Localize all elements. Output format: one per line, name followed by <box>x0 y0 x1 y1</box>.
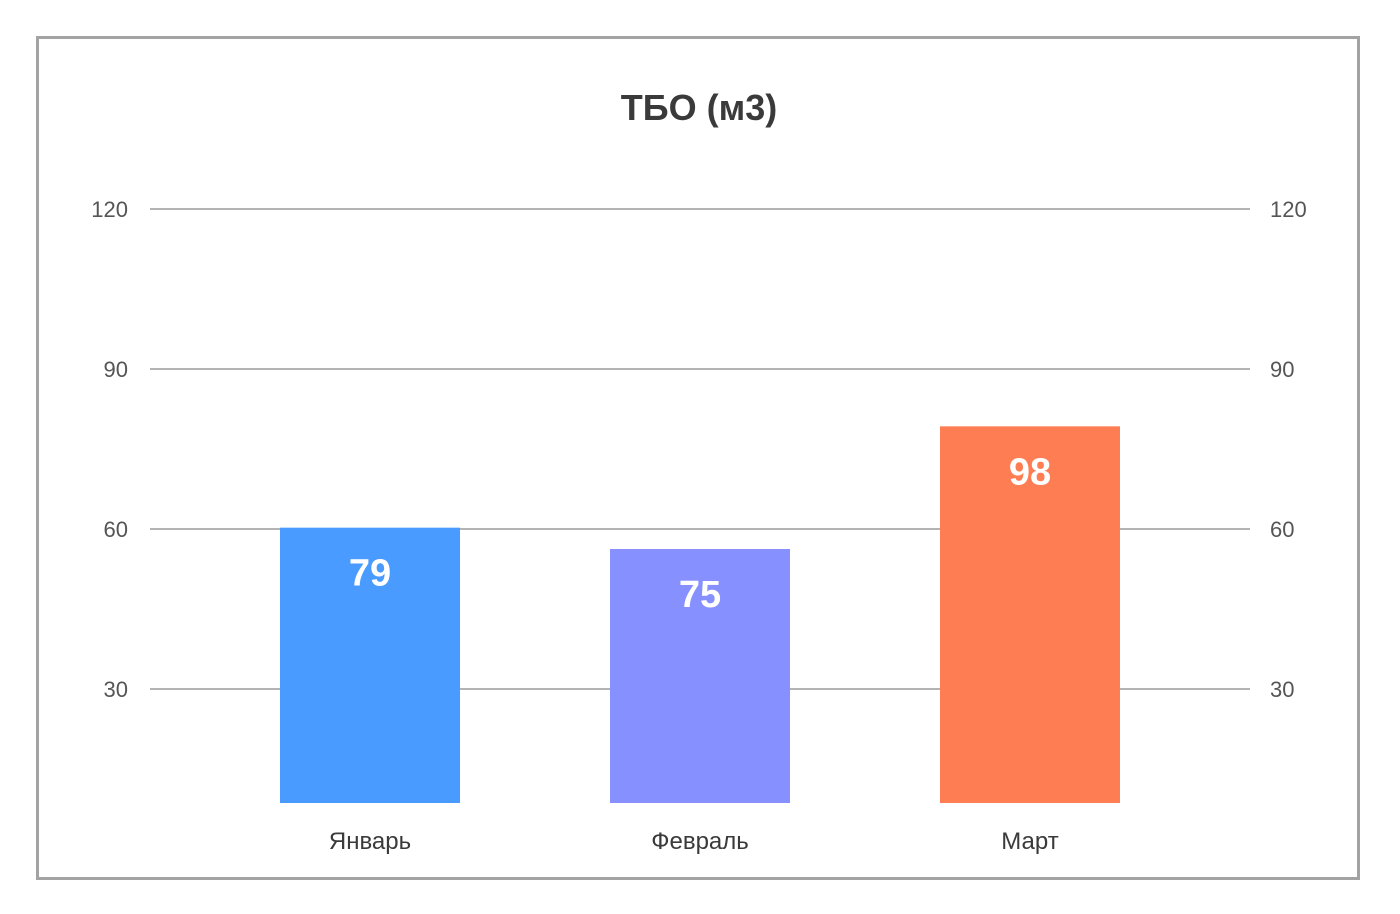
bars <box>280 426 1120 803</box>
category-label-3: Март <box>1001 828 1058 855</box>
data-label-3: 98 <box>1009 451 1051 493</box>
y-tick-right-90: 90 <box>1270 357 1294 382</box>
category-label-2: Февраль <box>651 828 749 855</box>
y-tick-left-90: 90 <box>104 357 128 382</box>
data-labels: 79 75 98 <box>349 451 1051 616</box>
bar-1 <box>280 527 460 803</box>
y-axis-left-ticks: 30 60 90 120 <box>91 197 128 702</box>
bar-2 <box>610 549 790 803</box>
data-label-1: 79 <box>349 553 391 595</box>
y-tick-left-30: 30 <box>104 677 128 702</box>
bar-3 <box>940 426 1120 803</box>
data-label-2: 75 <box>679 574 721 616</box>
category-label-1: Январь <box>329 828 411 855</box>
y-tick-left-60: 60 <box>104 517 128 542</box>
x-axis-categories: Январь Февраль Март <box>329 828 1059 855</box>
y-tick-right-120: 120 <box>1270 197 1307 222</box>
y-tick-left-120: 120 <box>91 197 128 222</box>
y-axis-right-ticks: 30 60 90 120 <box>1270 197 1307 702</box>
chart-title: ТБО (м3) <box>621 87 778 128</box>
y-tick-right-30: 30 <box>1270 677 1294 702</box>
y-tick-right-60: 60 <box>1270 517 1294 542</box>
